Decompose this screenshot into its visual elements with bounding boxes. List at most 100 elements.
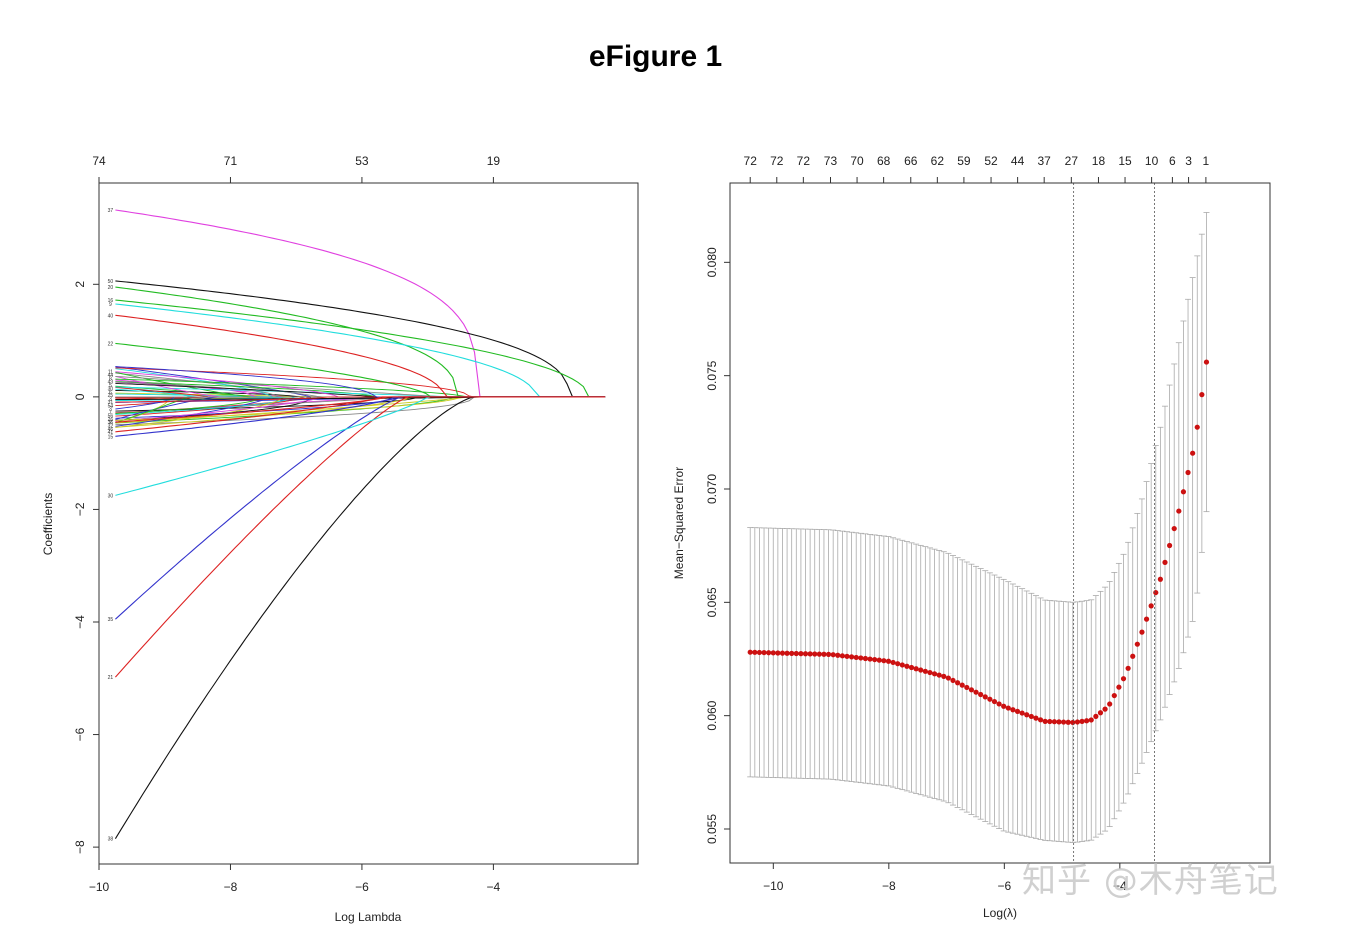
right-x-axis-label: Log(λ) [983,906,1017,920]
mse-point [1111,692,1117,699]
mse-point [876,657,882,663]
mse-point [1037,717,1044,723]
mse-point [1010,707,1016,713]
mse-point [812,651,818,657]
coefficient-path-9 [115,303,606,398]
path-label-9: 9 [109,302,112,308]
mse-point [1157,576,1163,582]
mse-point [798,651,804,657]
mse-point [1180,489,1187,495]
top-tick-label: 18 [1092,154,1106,168]
path-label-minor: 32 [108,424,114,430]
mse-point [1102,706,1108,712]
path-label-minor: 54 [108,403,114,409]
path-label-35: 35 [108,617,114,623]
mse-point [1024,712,1030,718]
top-tick-label: 72 [770,154,784,168]
figure-title: eFigure 1 [588,40,723,73]
path-label-22: 22 [108,341,114,347]
coefficient-path-21 [114,396,606,678]
coefficient-path [115,367,606,398]
mse-point [1088,717,1094,723]
lambda-reference-lines [1073,183,1155,863]
watermark-text: 知乎 @木舟笔记 [1022,861,1279,901]
path-label-minor: 30 [108,386,114,392]
mse-point [770,650,776,656]
top-tick-label: 53 [355,154,369,168]
y-tick-label: 0.075 [705,360,719,390]
left-x-axis-label: Log Lambda [335,910,402,924]
coefficient-path [115,368,606,398]
mse-point [1056,719,1062,725]
mse-point [802,651,809,657]
path-label-minor: 7 [109,410,112,416]
mse-point [1167,542,1173,549]
mse-point [793,650,799,657]
coefficient-path-30 [115,396,606,496]
mse-point [1033,715,1039,721]
mse-point [766,650,772,656]
cv-error-bars [747,212,1210,843]
path-label-minor: 3 [109,397,112,403]
path-label-minor: 56 [108,413,114,419]
mse-point [931,671,938,677]
path-label-minor: 11 [108,370,113,376]
y-tick-label: −8 [73,840,87,854]
mse-point [955,680,961,686]
y-tick-label: 0 [73,393,87,400]
path-label-40: 40 [108,313,114,319]
top-tick-label: 15 [1118,154,1132,168]
mse-point [978,691,984,698]
mse-point [1185,469,1191,476]
mse-point [1143,616,1150,622]
y-tick-label: 0.065 [705,587,719,617]
y-tick-label: 2 [73,281,87,288]
y-tick-label: 0.070 [705,474,719,504]
right-axes: −10 −8 −6 −4 72 72 72 73 70 68 66 62 59 52 44 37 27 18 15 1… [705,154,1210,893]
y-tick-label: −6 [73,727,87,741]
path-label-2: 2 [109,420,112,426]
mse-point [872,656,878,663]
right-plot-frame [729,182,1271,864]
mse-point [1047,718,1053,725]
x-tick-label: −8 [882,879,896,893]
mse-point [1171,525,1177,532]
x-tick-label: −6 [355,880,369,894]
mse-point [1190,450,1196,456]
mse-point [830,652,836,658]
mse-point [1176,508,1182,514]
mse-point [1139,629,1145,635]
mse-point [908,664,915,671]
mse-point [1203,359,1210,365]
x-tick-label: −10 [763,879,784,893]
mse-point [1153,589,1159,596]
top-tick-label: 72 [744,154,758,168]
mse-point [1130,653,1136,659]
mse-point [821,651,827,657]
top-tick-label: 10 [1145,154,1159,168]
path-label-15: 15 [108,434,114,440]
top-tick-label: 59 [957,154,971,168]
path-label-minor: 26 [108,417,114,423]
top-tick-label: 62 [931,154,945,168]
y-tick-label: −2 [73,502,87,516]
mse-point [1074,719,1081,725]
y-tick-label: 0.080 [705,247,719,277]
mse-point [844,653,850,659]
mse-point [918,667,924,673]
top-tick-label: 71 [224,154,238,168]
mse-point [1028,713,1034,720]
mse-point [1148,603,1154,609]
mse-point [881,658,887,664]
y-tick-label: 0.060 [705,700,719,730]
left-axes: −10 −8 −6 −474 71 53 19−8−6−4−202 [73,154,501,894]
top-tick-label: 37 [1038,154,1052,168]
mse-point [858,655,864,661]
mse-point [991,698,998,705]
mse-point [1079,718,1085,724]
path-label-minor: 36 [108,420,114,426]
mse-point [973,689,979,695]
coefficient-path-38 [114,396,606,839]
mse-point [1042,718,1048,724]
path-label-16: 16 [108,298,114,304]
